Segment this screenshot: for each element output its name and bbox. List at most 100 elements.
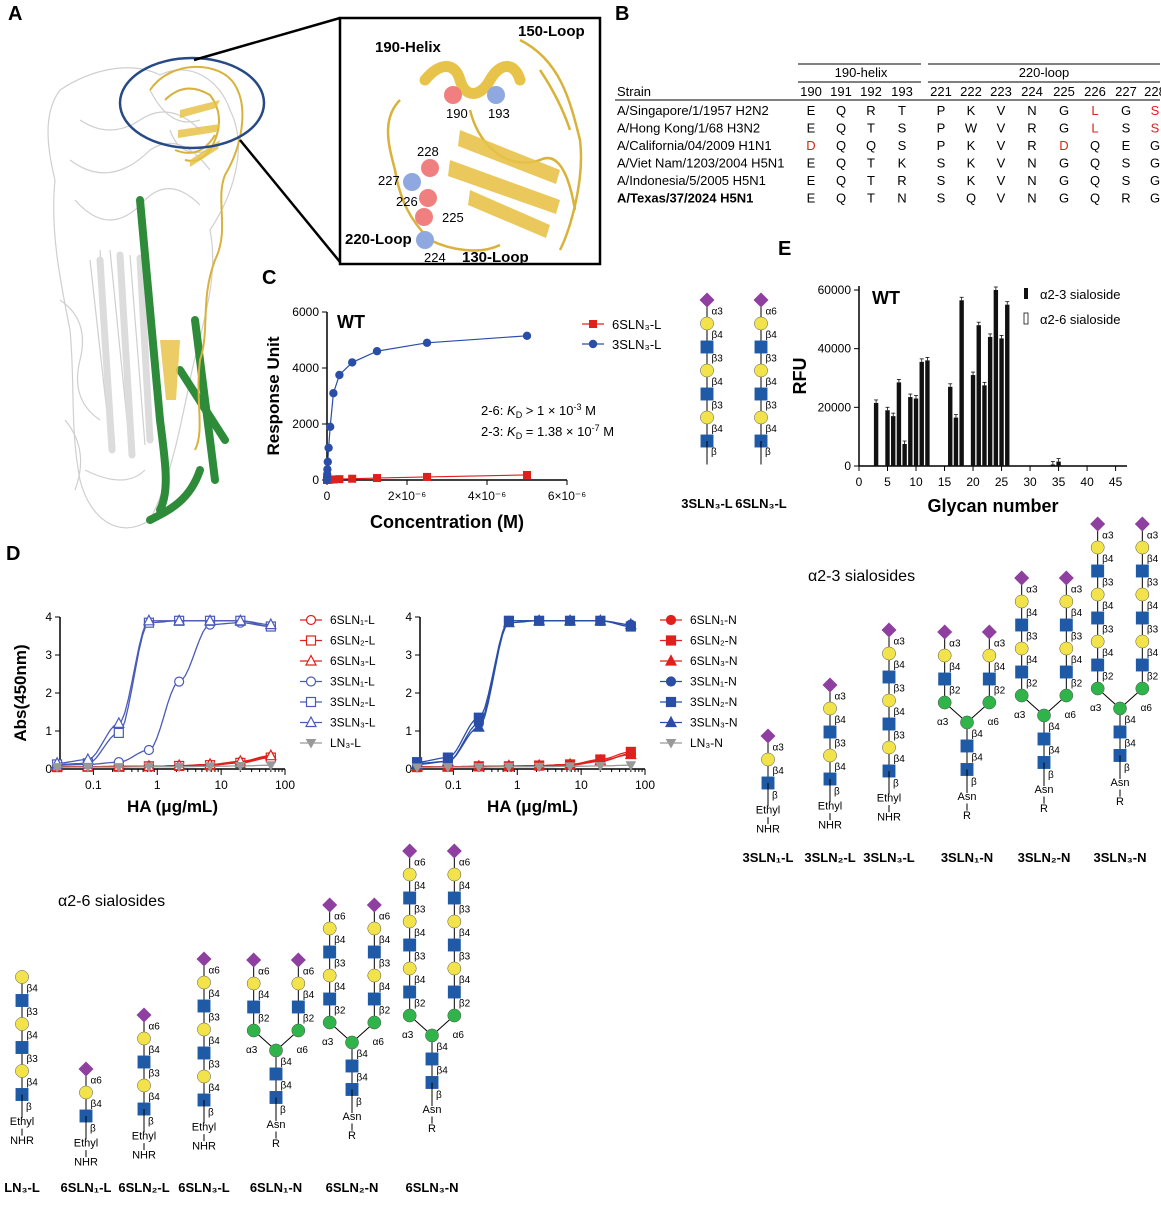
residue-label-228: 228 xyxy=(417,144,439,159)
residue-cell: T xyxy=(898,103,906,118)
bar xyxy=(873,402,879,466)
residue-cell: G xyxy=(1121,103,1131,118)
data-point xyxy=(143,744,155,756)
linkage-label: β4 xyxy=(414,881,426,892)
residue-cell: W xyxy=(965,121,978,136)
legend-marker xyxy=(665,635,677,646)
position-225: 225 xyxy=(1053,84,1075,99)
strain-name: A/California/04/2009 H1N1 xyxy=(617,138,772,153)
legend-label-26: α2-6 sialoside xyxy=(1040,312,1121,327)
mannose-circle xyxy=(960,715,974,730)
galactose-circle xyxy=(291,976,306,991)
data-point xyxy=(326,422,335,431)
residue-cell: E xyxy=(807,191,816,206)
residue-cell: R xyxy=(1121,191,1130,206)
linkage-label: β3 xyxy=(459,905,471,916)
glcnac-square xyxy=(938,672,952,686)
galactose-circle xyxy=(882,646,896,661)
elisa-chart-linear: 0.1 1 10 100 0 1 2 3 4 HA (μg/mL) Abs(450nm) 6SLN₁-… xyxy=(11,610,376,816)
legend-marker xyxy=(589,320,597,328)
y-tick-label: 2000 xyxy=(292,417,319,431)
linkage-label: β4 xyxy=(894,660,906,671)
panel-e: E 0 5 10 15 20 25 30 35 40 45 0 20000 40000 60000 Glyc… xyxy=(778,238,1127,516)
residue-label-225: 225 xyxy=(442,210,464,225)
legend-marker xyxy=(665,676,677,687)
sialic-acid-diamond xyxy=(1014,570,1030,586)
residue-cell: G xyxy=(1150,156,1160,171)
linkage-label: β xyxy=(1124,763,1130,774)
linkage-label: β xyxy=(1048,770,1054,781)
x-tick-label: 2×10⁻⁶ xyxy=(388,489,426,503)
x-tick-label: 0 xyxy=(856,475,863,489)
residue-cell: D xyxy=(806,138,815,153)
legend-label-23: α2-3 sialoside xyxy=(1040,287,1121,302)
linker-word: Asn xyxy=(958,791,977,803)
linkage-label: β4 xyxy=(414,928,426,939)
residue-cell: Q xyxy=(866,138,876,153)
linkage-label: α6 xyxy=(297,1045,309,1056)
zoom-label-150: 150-Loop xyxy=(518,23,585,40)
residue-cell: R xyxy=(897,173,906,188)
sialic-acid-diamond xyxy=(196,951,212,967)
glycan-name: 3SLN₁-N xyxy=(941,850,993,865)
strain-row: A/Indonesia/5/2005 H5N1 E Q T R S K V N G Q S G xyxy=(617,173,1160,188)
linker-word: NHR xyxy=(132,1149,156,1161)
series-curve xyxy=(57,620,271,766)
sialic-acid-diamond xyxy=(760,728,776,744)
data-point xyxy=(142,614,155,626)
galactose-circle xyxy=(700,363,714,378)
residue-label-226: 226 xyxy=(396,194,418,209)
legend-marker xyxy=(305,676,317,687)
linkage-label: β2 xyxy=(258,1014,270,1025)
galactose-circle xyxy=(447,961,462,976)
linkage-label: α3 xyxy=(835,692,847,703)
data-point xyxy=(204,762,216,772)
alpha26-title: α2-6 sialosides xyxy=(58,893,165,910)
linker-word: Ethyl xyxy=(132,1131,156,1143)
y-axis-label: Abs(450nm) xyxy=(11,644,30,741)
residue-cell: S xyxy=(898,138,907,153)
y-tick-label: 6000 xyxy=(292,305,319,319)
linkage-label: β2 xyxy=(414,999,426,1010)
zoom-line-top xyxy=(193,16,341,62)
y-tick-label: 0 xyxy=(405,762,412,776)
linkage-label: α3 xyxy=(894,637,906,648)
legend-marker xyxy=(665,614,677,626)
position-191: 191 xyxy=(830,84,852,99)
series-curve xyxy=(417,620,631,763)
mannose-circle xyxy=(345,1035,359,1050)
glycan-name: 3SLN₃-L xyxy=(863,850,915,865)
linkage-label: β4 xyxy=(1147,554,1159,565)
linkage-label: β4 xyxy=(773,766,785,777)
sialic-acid-diamond xyxy=(822,677,838,693)
strain-name: A/Texas/37/2024 H5N1 xyxy=(617,191,753,206)
panel-letter-c: C xyxy=(262,267,276,289)
linkage-label: β4 xyxy=(27,1031,39,1042)
mannose-circle xyxy=(1059,688,1074,703)
chart-title: WT xyxy=(337,312,365,332)
x-tick-label: 1 xyxy=(514,778,521,792)
x-tick-label: 10 xyxy=(214,778,228,792)
linkage-label: β4 xyxy=(1049,722,1061,733)
glcnac-square xyxy=(1059,618,1073,632)
galactose-circle xyxy=(367,968,382,983)
galactose-circle xyxy=(761,752,775,767)
sialic-acid-diamond xyxy=(290,952,306,968)
linkage-label: β4 xyxy=(1125,739,1137,750)
linker-word: Asn xyxy=(1035,784,1054,796)
residue-cell: P xyxy=(937,103,946,118)
data-point xyxy=(174,676,185,687)
legend-label: 6SLN₃-N xyxy=(690,654,738,668)
sialic-acid-diamond xyxy=(1134,516,1150,532)
glycan-name: 3SLN₃-L xyxy=(681,496,733,511)
mannose-circle xyxy=(982,695,997,710)
bar xyxy=(953,417,959,466)
residue-cell: G xyxy=(1059,191,1069,206)
y-tick-label: 0 xyxy=(45,762,52,776)
position-223: 223 xyxy=(990,84,1012,99)
linkage-label: α6 xyxy=(373,1037,385,1048)
bar xyxy=(885,410,890,466)
residue-cell: K xyxy=(967,173,976,188)
alpha23-title: α2-3 sialosides xyxy=(808,568,915,585)
residue-cell: E xyxy=(807,173,816,188)
